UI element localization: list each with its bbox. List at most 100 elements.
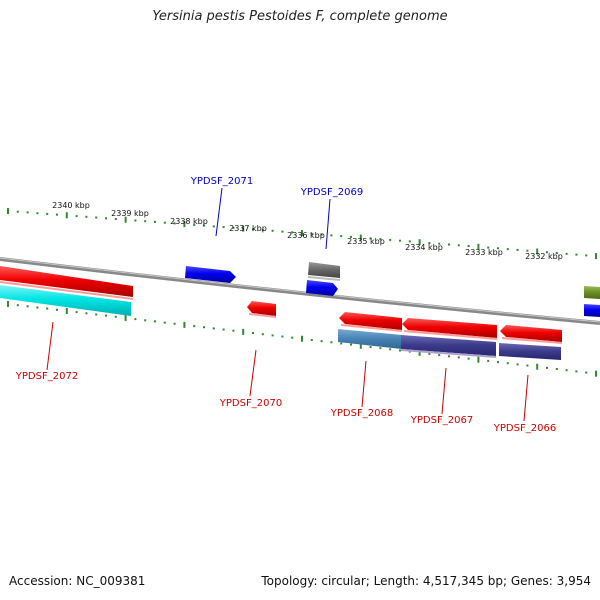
ruler-bottom-minor-tick bbox=[399, 349, 401, 352]
ruler-top-minor-tick bbox=[222, 226, 225, 229]
ruler-top-major-tick bbox=[183, 221, 186, 228]
ruler-tick-label: 2336 kbp bbox=[287, 231, 325, 240]
olive-feature[interactable] bbox=[584, 286, 600, 299]
ruler-bottom-minor-tick bbox=[114, 315, 117, 318]
ruler-top-minor-tick bbox=[379, 238, 382, 241]
gene-label-YPDSF_2069[interactable]: YPDSF_2069 bbox=[300, 187, 363, 198]
leader-YPDSF_2068 bbox=[361, 360, 367, 408]
gene-label-YPDSF_2068[interactable]: YPDSF_2068 bbox=[330, 408, 393, 419]
gene-YPDSF_2067-feature[interactable] bbox=[402, 318, 497, 338]
ruler-top-minor-tick bbox=[565, 252, 568, 255]
ruler-bottom-minor-tick bbox=[585, 371, 588, 374]
ruler-bottom-minor-tick bbox=[448, 355, 450, 358]
ruler-bottom-major-tick bbox=[595, 370, 597, 377]
gene-label-YPDSF_2071[interactable]: YPDSF_2071 bbox=[190, 176, 253, 187]
ruler-top-minor-tick bbox=[173, 222, 176, 225]
ruler-top-minor-tick bbox=[163, 221, 166, 224]
ruler-bottom-minor-tick bbox=[85, 312, 88, 315]
ruler-bottom-minor-tick bbox=[46, 307, 49, 310]
ruler-top-minor-tick bbox=[497, 247, 499, 250]
gene-YPDSF_2071-feature[interactable] bbox=[185, 266, 236, 283]
ruler-top-minor-tick bbox=[26, 211, 29, 214]
ruler-top-minor-tick bbox=[85, 215, 88, 218]
gene-YPDSF_2072-shadow bbox=[0, 281, 133, 300]
ruler-tick-label: 2333 kbp bbox=[465, 248, 503, 257]
ruler-top-minor-tick bbox=[448, 243, 450, 246]
gene-label-YPDSF_2072[interactable]: YPDSF_2072 bbox=[15, 371, 78, 382]
gene-labels: YPDSF_2071 YPDSF_2069 YPDSF_2072 YPDSF_2… bbox=[15, 176, 556, 434]
ruler-top-minor-tick bbox=[340, 235, 343, 238]
ruler-top-minor-tick bbox=[438, 242, 441, 245]
ruler-top-minor-tick bbox=[408, 240, 411, 243]
cyan-feature[interactable] bbox=[0, 285, 131, 316]
ruler-bottom-minor-tick bbox=[575, 370, 578, 373]
ruler-tick-label: 2337 kbp bbox=[229, 224, 267, 233]
ruler-bottom-minor-tick bbox=[222, 328, 225, 331]
ruler-bottom-minor-tick bbox=[281, 335, 284, 338]
gene-YPDSF_2072-feature[interactable] bbox=[0, 266, 133, 297]
ruler-bottom-minor-tick bbox=[565, 369, 568, 372]
leader-YPDSF_2067 bbox=[441, 367, 447, 415]
ruler-top-major-tick bbox=[65, 212, 68, 219]
ruler-bottom-minor-tick bbox=[154, 320, 156, 323]
ruler-top-minor-tick bbox=[75, 215, 78, 218]
ruler-top-minor-tick bbox=[291, 231, 294, 234]
ruler-top-minor-tick bbox=[193, 223, 196, 226]
ruler-bottom-minor-tick bbox=[212, 327, 215, 330]
ruler-bottom-minor-tick bbox=[56, 308, 58, 311]
ruler-top-minor-tick bbox=[320, 233, 323, 236]
ruler-bottom-minor-tick bbox=[232, 329, 235, 332]
gene-YPDSF_2070-shadow bbox=[249, 313, 276, 318]
ruler-top-major-tick bbox=[536, 248, 539, 255]
gene-label-YPDSF_2070[interactable]: YPDSF_2070 bbox=[219, 398, 282, 409]
ruler-bottom-minor-tick bbox=[350, 343, 352, 346]
gene-YPDSF_2066-feature[interactable] bbox=[500, 325, 562, 342]
ruler-bottom-major-tick bbox=[124, 314, 127, 321]
ruler-top-minor-tick bbox=[36, 212, 39, 215]
gene-label-YPDSF_2067[interactable]: YPDSF_2067 bbox=[410, 415, 473, 426]
ruler-bottom-minor-tick bbox=[457, 356, 460, 359]
ruler-top-major-tick bbox=[477, 243, 480, 250]
leader-YPDSF_2072 bbox=[46, 321, 54, 371]
ruler-top-major-tick bbox=[124, 216, 127, 223]
ruler-top-minor-tick bbox=[16, 210, 19, 213]
ruler-top-minor-tick bbox=[114, 218, 117, 220]
ruler-top-minor-tick bbox=[46, 212, 49, 215]
ruler-bottom-minor-tick bbox=[555, 368, 558, 370]
ruler-top-minor-tick bbox=[252, 228, 254, 231]
ruler-tick-label: 2335 kbp bbox=[347, 237, 385, 246]
ruler-top-minor-tick bbox=[506, 248, 509, 251]
ruler-bottom-major-tick bbox=[242, 328, 245, 335]
ruler-bottom-minor-tick bbox=[252, 332, 254, 334]
gene-YPDSF_2067-shadow bbox=[404, 330, 497, 340]
leader-YPDSF_2070 bbox=[249, 349, 257, 397]
blue-edge-feature[interactable] bbox=[584, 304, 600, 317]
ruler-top-minor-tick bbox=[105, 217, 107, 220]
ruler-top-minor-tick bbox=[467, 245, 470, 247]
gene-YPDSF_2069-feature[interactable] bbox=[306, 280, 338, 296]
gene-YPDSF_2070-feature[interactable] bbox=[247, 301, 276, 316]
ruler-top-minor-tick bbox=[350, 235, 352, 238]
ruler-top-minor-tick bbox=[457, 244, 460, 247]
ruler-tick-label: 2332 kbp bbox=[525, 252, 563, 261]
ruler-bottom-major-tick bbox=[301, 335, 303, 342]
ruler-bottom-minor-tick bbox=[428, 352, 431, 355]
ruler-top-minor-tick bbox=[389, 238, 392, 241]
ruler-top-minor-tick bbox=[585, 254, 588, 257]
ruler-top-minor-tick bbox=[281, 230, 284, 233]
ruler-bottom-minor-tick bbox=[438, 354, 441, 357]
ruler-bottom-minor-tick bbox=[506, 362, 509, 365]
gene-YPDSF_2068-feature[interactable] bbox=[339, 312, 402, 330]
gene-label-YPDSF_2066[interactable]: YPDSF_2066 bbox=[493, 423, 556, 434]
ruler-tick-label: 2338 kbp bbox=[170, 217, 208, 226]
ruler-bottom-minor-tick bbox=[26, 305, 29, 308]
genome-title: Yersinia pestis Pestoides F, complete ge… bbox=[152, 9, 448, 24]
navy-feature-2066[interactable] bbox=[499, 343, 561, 360]
ruler-bottom-minor-tick bbox=[369, 346, 372, 348]
ruler-bottom-minor-tick bbox=[330, 341, 333, 344]
steelblue-feature[interactable] bbox=[338, 329, 402, 349]
ruler-bottom-minor-tick bbox=[340, 342, 343, 345]
grey-feature[interactable] bbox=[308, 262, 340, 278]
topology-label: Topology: circular; Length: 4,517,345 bp… bbox=[261, 574, 591, 588]
